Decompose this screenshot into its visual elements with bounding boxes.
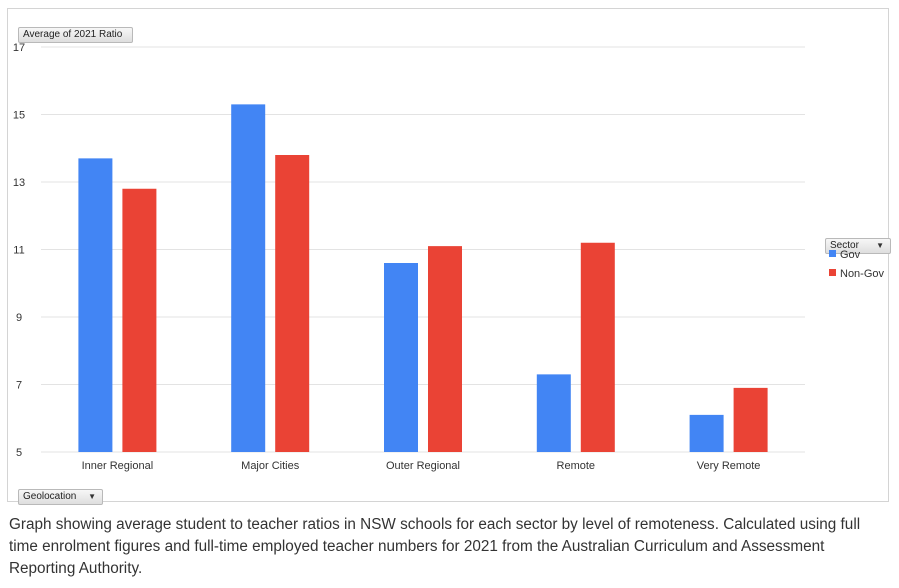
- value-field-button[interactable]: Average of 2021 Ratio: [18, 27, 133, 43]
- y-tick-label: 13: [13, 177, 25, 189]
- bar-non-gov: [122, 188, 157, 452]
- y-tick-label: 15: [13, 110, 25, 122]
- y-tick-label: 17: [13, 42, 25, 54]
- sector-filter-button[interactable]: Sector ▼: [825, 238, 891, 254]
- legend-item-gov: Gov: [829, 248, 860, 262]
- bar-gov: [384, 263, 418, 452]
- bar-non-gov: [428, 246, 462, 452]
- x-tick-label: Inner Regional: [82, 460, 154, 472]
- x-tick-label: Major Cities: [241, 460, 300, 472]
- legend-swatch-gov: [829, 250, 836, 257]
- bar-non-gov: [733, 387, 768, 452]
- legend-label-non-gov: Non-Gov: [840, 268, 885, 280]
- x-tick-label: Remote: [557, 460, 596, 472]
- y-tick-label: 7: [16, 380, 22, 392]
- legend-item-non-gov: Non-Gov: [829, 267, 884, 281]
- y-tick-label: 9: [16, 312, 22, 324]
- y-tick-label: 5: [16, 447, 22, 459]
- x-axis-ticks: Inner Regional Major Cities Outer Regional…: [82, 460, 761, 472]
- geolocation-filter-button[interactable]: Geolocation ▼: [18, 489, 103, 505]
- y-tick-label: 11: [13, 245, 24, 257]
- legend-swatch-non-gov: [829, 269, 836, 276]
- bars: [78, 104, 768, 452]
- bar-chart: 5 7 9 11 13 15 17 Inner Regional Major Cities Ou…: [13, 42, 805, 472]
- bar-gov: [231, 104, 266, 452]
- bar-gov: [689, 414, 724, 452]
- chart-frame: 5 7 9 11 13 15 17 Inner Regional Major Cities Ou…: [7, 8, 891, 505]
- x-tick-label: Outer Regional: [386, 460, 460, 472]
- legend-label-gov: Gov: [840, 249, 861, 261]
- chevron-down-icon: ▼: [88, 492, 96, 501]
- bar-non-gov: [275, 155, 310, 452]
- bar-gov: [78, 158, 113, 452]
- x-tick-label: Very Remote: [697, 460, 761, 472]
- value-field-label: Average of 2021 Ratio: [23, 29, 123, 40]
- y-axis-ticks: 5 7 9 11 13 15 17: [13, 42, 25, 459]
- bar-gov: [536, 374, 571, 452]
- bar-non-gov: [580, 242, 615, 452]
- chart-caption: Graph showing average student to teacher…: [9, 516, 861, 577]
- sector-filter-label: Sector: [830, 240, 859, 251]
- chevron-down-icon: ▼: [876, 241, 884, 250]
- geolocation-filter-label: Geolocation: [23, 491, 77, 502]
- grid-lines: [41, 46, 805, 453]
